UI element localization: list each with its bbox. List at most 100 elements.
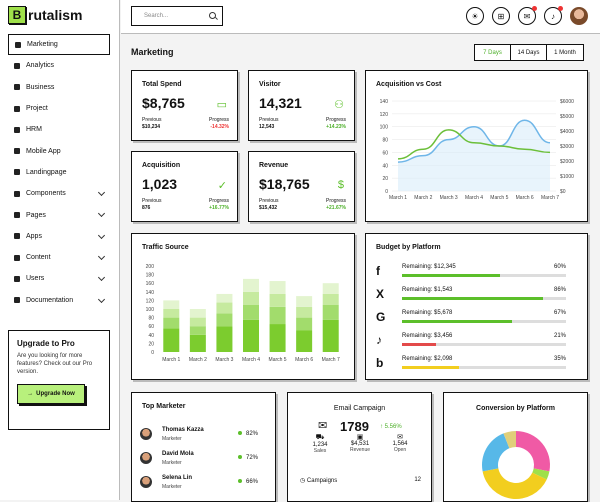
search-placeholder: Search...	[144, 13, 169, 19]
email-total: 1789	[340, 419, 369, 434]
messages-icon[interactable]: ✉	[518, 6, 537, 25]
status-dot	[237, 431, 242, 435]
grid-apps-icon[interactable]: ⊞	[492, 7, 510, 25]
marketer-name: David Mola	[162, 451, 194, 457]
acquisition-vs-cost-card: Acquisition vs Cost 0 20 40 60 80 100 120 140 $0…	[365, 70, 588, 222]
budget-progress-fill	[402, 320, 512, 323]
marketer-role: Marketer	[162, 484, 182, 490]
budget-percent: 67%	[553, 310, 566, 316]
donut-slice	[482, 433, 510, 472]
marketer-row[interactable]: Thomas Kazza Marketer 82%	[140, 427, 258, 449]
budget-row: X Remaining: $1,543 86%	[376, 287, 566, 309]
search-icon[interactable]	[209, 12, 216, 19]
avatar	[140, 476, 152, 488]
sidebar-item-project[interactable]: Project	[8, 98, 110, 119]
sidebar-item-mobile-app[interactable]: Mobile App	[8, 140, 110, 161]
bar-chart-icon	[14, 62, 20, 69]
apps-icon	[14, 233, 20, 240]
notification-dot	[532, 6, 537, 11]
chevron-down-icon[interactable]	[97, 295, 106, 303]
brightness-icon[interactable]: ☀	[466, 7, 484, 25]
chevron-down-icon[interactable]	[97, 231, 106, 239]
chart-title: Conversion by Platform	[476, 405, 555, 412]
chevron-down-icon[interactable]	[97, 252, 106, 261]
bar-segment	[216, 293, 233, 303]
sidebar-item-label: Documentation	[26, 296, 74, 304]
x-tick-label: March 4	[242, 357, 260, 363]
budget-percent: 21%	[553, 333, 566, 339]
upgrade-card: Upgrade to Pro Are you looking for more …	[8, 330, 110, 430]
bar-segment	[189, 317, 206, 327]
y-tick-label: 200	[146, 264, 155, 270]
sidebar-item-hrm[interactable]: HRM	[8, 119, 110, 140]
marketer-role: Marketer	[162, 436, 182, 442]
stat-card-visitor: Visitor 14,321 ⚇ Previous 12,543 Progres…	[248, 70, 355, 141]
logo[interactable]: B rutalism	[8, 6, 82, 24]
sidebar-item-components[interactable]: Components	[8, 183, 110, 204]
series-line	[397, 129, 551, 160]
budget-row: G Remaining: $5,678 67%	[376, 310, 566, 332]
avatar	[140, 428, 152, 440]
range-14-days[interactable]: 14 Days	[511, 45, 547, 60]
user-avatar[interactable]	[570, 7, 588, 25]
sidebar-item-label: Content	[26, 254, 51, 262]
chevron-down-icon[interactable]	[97, 189, 106, 197]
previous-label: Previous	[259, 198, 279, 204]
range-7-days[interactable]: 7 Days	[475, 45, 511, 60]
marketer-name: Selena Lin	[162, 475, 193, 481]
bing-icon: b	[376, 356, 384, 370]
marketer-row[interactable]: David Mola Marketer 72%	[140, 451, 258, 473]
marketer-row[interactable]: Selena Lin Marketer 66%	[140, 475, 258, 497]
chevron-down-icon[interactable]	[97, 274, 106, 282]
chevron-down-icon[interactable]	[97, 210, 106, 218]
sidebar-item-business[interactable]: Business	[8, 77, 110, 98]
donut-slice	[482, 468, 547, 499]
sidebar-item-users[interactable]: Users	[8, 268, 110, 289]
sidebar-item-landingpage[interactable]: Landingpage	[8, 162, 110, 183]
bar-segment	[163, 309, 180, 318]
bar-segment	[269, 293, 286, 307]
sidebar-item-apps[interactable]: Apps	[8, 226, 110, 247]
y2-tick-label: $4000	[560, 129, 574, 135]
bell-icon[interactable]: ♪	[544, 6, 563, 25]
traffic-source-chart: 0 20 40 60 80 100 120 140 160 180 200 March 1 March …	[146, 264, 340, 363]
stat-card-total-spend: Total Spend $8,765 ▭ Previous $10,234 Pr…	[131, 70, 238, 141]
previous-label: Previous	[142, 198, 162, 204]
y2-tick-label: $5000	[560, 114, 574, 120]
sidebar-item-pages[interactable]: Pages	[8, 204, 110, 225]
sidebar-nav: Marketing Analytics Business Project HRM Mobi…	[8, 34, 110, 311]
sidebar-item-documentation[interactable]: Documentation	[8, 290, 110, 311]
y2-tick-label: $2000	[560, 159, 574, 165]
marketer-role: Marketer	[162, 460, 182, 466]
y-tick-label: 140	[380, 99, 389, 105]
email-change: ↑ 5.56%	[380, 424, 402, 430]
budget-remaining: Remaining: $2,098	[402, 356, 453, 362]
budget-progress-fill	[402, 297, 544, 300]
card-title: Budget by Platform	[376, 244, 441, 251]
sidebar: B rutalism Marketing Analytics Business Pro…	[0, 0, 120, 500]
previous-value: 876	[142, 205, 151, 211]
progress-label: Progress	[325, 198, 346, 204]
stat-value: 14,321	[259, 95, 302, 111]
grid-icon	[15, 41, 21, 48]
campaigns-row: ◷ Campaigns	[300, 477, 337, 484]
x-tick-label: March 2	[414, 195, 432, 201]
range-1-month[interactable]: 1 Month	[547, 45, 583, 60]
y-tick-label: 120	[380, 112, 389, 118]
bar-segment	[163, 328, 180, 352]
sidebar-item-analytics[interactable]: Analytics	[8, 55, 110, 76]
search-input[interactable]: Search...	[131, 6, 223, 26]
upgrade-text: Are you looking for more features? Check…	[17, 353, 93, 375]
upgrade-now-button[interactable]: → Upgrade Now	[17, 384, 85, 404]
dollar-icon: $	[337, 179, 344, 191]
bar-segment	[296, 306, 313, 318]
sidebar-item-marketing[interactable]: Marketing	[8, 34, 110, 56]
budget-progress-track	[402, 297, 566, 300]
progress-value: +16.77%	[209, 205, 229, 211]
y-tick-label: 80	[148, 316, 154, 322]
mail-icon: ✉	[318, 420, 328, 432]
budget-remaining: Remaining: $1,543	[402, 287, 453, 293]
topbar: Search... ☀ ⊞ ✉ ♪	[121, 0, 600, 34]
sidebar-item-label: Analytics	[26, 62, 55, 70]
sidebar-item-content[interactable]: Content	[8, 247, 110, 268]
